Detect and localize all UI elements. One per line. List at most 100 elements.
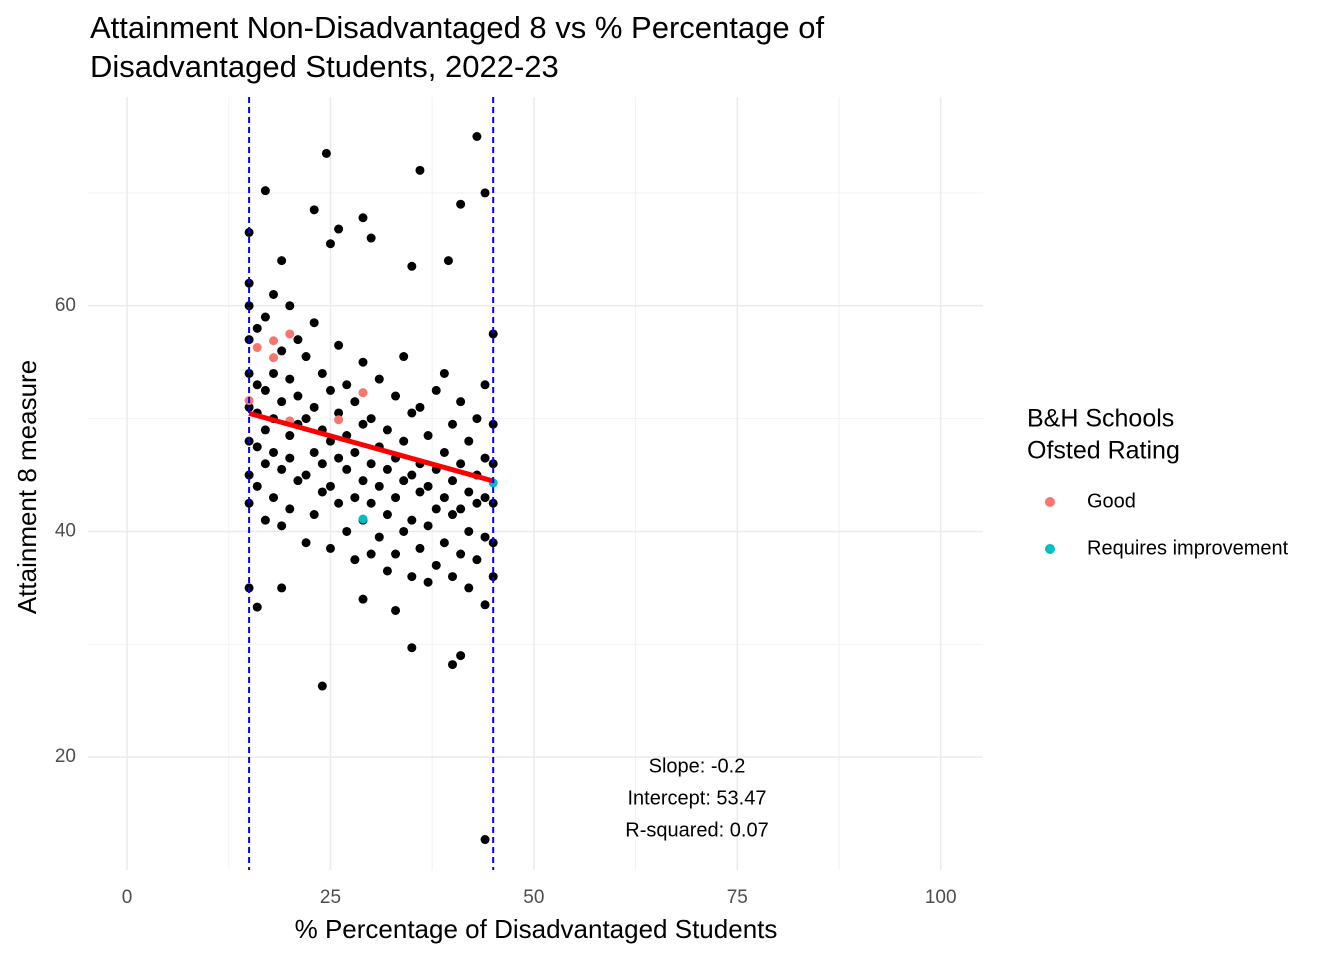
point (423, 521, 433, 531)
point (317, 681, 327, 691)
point (358, 419, 368, 429)
x-tick-label: 75 (727, 887, 748, 908)
point (260, 385, 270, 395)
point (431, 385, 441, 395)
legend-label: Good (1087, 490, 1136, 512)
point (382, 510, 392, 520)
point (277, 521, 287, 531)
point (415, 543, 425, 553)
point (269, 447, 279, 457)
point (488, 572, 498, 582)
point (407, 643, 417, 653)
point (350, 555, 360, 565)
point (334, 498, 344, 508)
point (399, 352, 409, 362)
point (382, 425, 392, 435)
point (277, 256, 287, 266)
point (407, 515, 417, 525)
point (252, 343, 262, 353)
annotation: R-squared: 0.07 (625, 819, 768, 841)
point (342, 464, 352, 474)
point (293, 335, 303, 345)
point (260, 186, 270, 196)
point (366, 549, 376, 559)
x-tick-label: 100 (925, 887, 957, 908)
point (374, 374, 384, 384)
point (382, 464, 392, 474)
point (423, 481, 433, 491)
point (317, 459, 327, 469)
point (456, 651, 466, 661)
point (448, 510, 458, 520)
point (374, 481, 384, 491)
point (309, 402, 319, 412)
fit-line (248, 410, 494, 484)
point (366, 498, 376, 508)
point (285, 431, 295, 441)
point (285, 453, 295, 463)
point (244, 278, 254, 288)
point (260, 425, 270, 435)
point (285, 329, 295, 339)
point (277, 346, 287, 356)
point (391, 391, 401, 401)
point (252, 380, 262, 390)
annotation: Slope: -0.2 (649, 755, 746, 777)
point (269, 368, 279, 378)
point (464, 583, 474, 593)
point (448, 572, 458, 582)
legend-title-line: B&H Schools (1027, 405, 1174, 433)
point (301, 352, 311, 362)
legend-label: Requires improvement (1087, 537, 1289, 559)
point (342, 526, 352, 536)
point (391, 493, 401, 503)
point (407, 261, 417, 271)
point (358, 357, 368, 367)
point (358, 594, 368, 604)
point (366, 233, 376, 243)
point (423, 577, 433, 587)
point (293, 391, 303, 401)
point (480, 380, 490, 390)
point (480, 532, 490, 542)
point (269, 353, 279, 363)
point (448, 660, 458, 670)
legend-swatch (1045, 544, 1055, 554)
x-tick-label: 0 (122, 887, 133, 908)
y-tick-label: 40 (55, 520, 76, 541)
point (480, 453, 490, 463)
point (277, 464, 287, 474)
point (358, 476, 368, 486)
point (301, 470, 311, 480)
point (269, 336, 279, 346)
point (439, 447, 449, 457)
point (374, 532, 384, 542)
y-tick-label: 20 (55, 746, 76, 767)
point (334, 415, 344, 425)
point (342, 380, 352, 390)
point (464, 526, 474, 536)
point (277, 583, 287, 593)
point (407, 408, 417, 418)
point (334, 340, 344, 350)
x-axis-label: % Percentage of Disadvantaged Students (295, 914, 778, 944)
point (325, 239, 335, 249)
point (358, 213, 368, 223)
point (285, 374, 295, 384)
point (423, 431, 433, 441)
point (334, 453, 344, 463)
point (252, 323, 262, 333)
x-tick-label: 50 (523, 887, 544, 908)
legend-title-line: Ofsted Rating (1027, 437, 1180, 465)
point (439, 493, 449, 503)
point (244, 301, 254, 311)
point (488, 329, 498, 339)
point (244, 368, 254, 378)
point (439, 368, 449, 378)
chart-title-line: Disadvantaged Students, 2022-23 (90, 49, 559, 84)
point (317, 487, 327, 497)
point (488, 459, 498, 469)
point (464, 436, 474, 446)
point (317, 368, 327, 378)
